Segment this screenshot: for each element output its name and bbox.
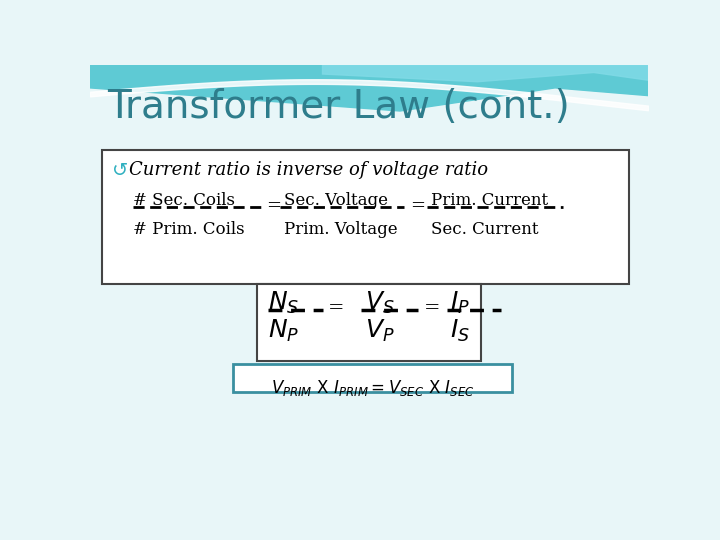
Text: Transformer Law (cont.): Transformer Law (cont.): [107, 89, 570, 126]
Text: $N_P$: $N_P$: [269, 318, 300, 343]
Text: # Prim. Coils: # Prim. Coils: [132, 221, 244, 238]
Text: ↺: ↺: [112, 161, 128, 180]
Text: $I_P$: $I_P$: [451, 289, 470, 316]
Text: =: =: [266, 197, 281, 215]
Polygon shape: [323, 65, 648, 82]
Text: Current ratio is inverse of voltage ratio: Current ratio is inverse of voltage rati…: [129, 161, 488, 179]
Text: $I_S$: $I_S$: [451, 318, 470, 343]
Text: Sec. Voltage: Sec. Voltage: [284, 192, 388, 209]
Bar: [233, 364, 513, 392]
Text: =: =: [410, 197, 425, 215]
Text: $V_{PRIM}\ \mathrm{X}\ I_{PRIM} = V_{SEC}\ \mathrm{X}\ I_{SEC}$: $V_{PRIM}\ \mathrm{X}\ I_{PRIM} = V_{SEC…: [271, 378, 474, 398]
Text: Prim. Current: Prim. Current: [431, 192, 548, 209]
Text: $N_S$: $N_S$: [269, 289, 300, 316]
Bar: [256, 284, 482, 361]
Text: Prim. Voltage: Prim. Voltage: [284, 221, 397, 238]
Text: =: =: [328, 299, 344, 317]
Text: Sec. Current: Sec. Current: [431, 221, 539, 238]
Text: # Sec. Coils: # Sec. Coils: [132, 192, 235, 209]
Text: $V_P$: $V_P$: [365, 318, 395, 343]
Text: =: =: [424, 299, 441, 317]
Bar: [102, 150, 629, 284]
Polygon shape: [90, 65, 648, 111]
Text: $V_S$: $V_S$: [365, 289, 395, 316]
